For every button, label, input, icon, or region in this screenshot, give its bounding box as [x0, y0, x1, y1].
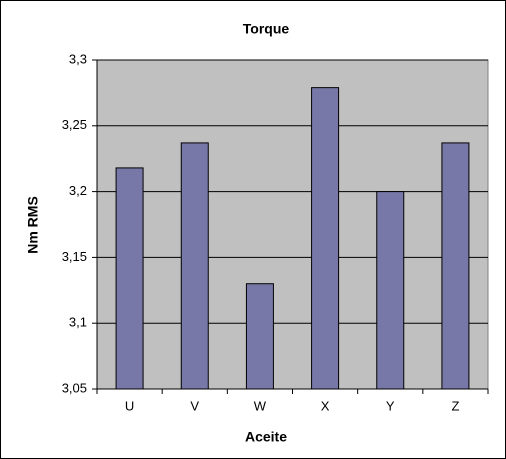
x-tick-label: W	[254, 398, 267, 413]
y-tick-label: 3,15	[62, 249, 87, 264]
bar	[376, 191, 405, 390]
y-tick-label: 3,25	[62, 117, 87, 132]
y-tick-label: 3,05	[62, 380, 87, 395]
y-tick-label: 3,1	[69, 315, 87, 330]
x-tick-label: X	[321, 398, 330, 413]
x-tick-label: Y	[386, 398, 395, 413]
bar	[311, 87, 340, 390]
x-axis-label: Aceite	[245, 429, 287, 445]
bar	[245, 283, 274, 390]
y-tick-label: 3,3	[69, 51, 87, 66]
bar	[180, 142, 209, 390]
x-tick-label: U	[125, 398, 134, 413]
plot-area	[96, 59, 489, 390]
bar	[115, 167, 144, 390]
y-tick-label: 3,2	[69, 183, 87, 198]
x-tick-label: Z	[451, 398, 459, 413]
chart-title: Torque	[243, 21, 290, 37]
y-axis-label: Nm RMS	[25, 196, 41, 254]
bar	[441, 142, 470, 390]
x-tick-label: V	[190, 398, 199, 413]
